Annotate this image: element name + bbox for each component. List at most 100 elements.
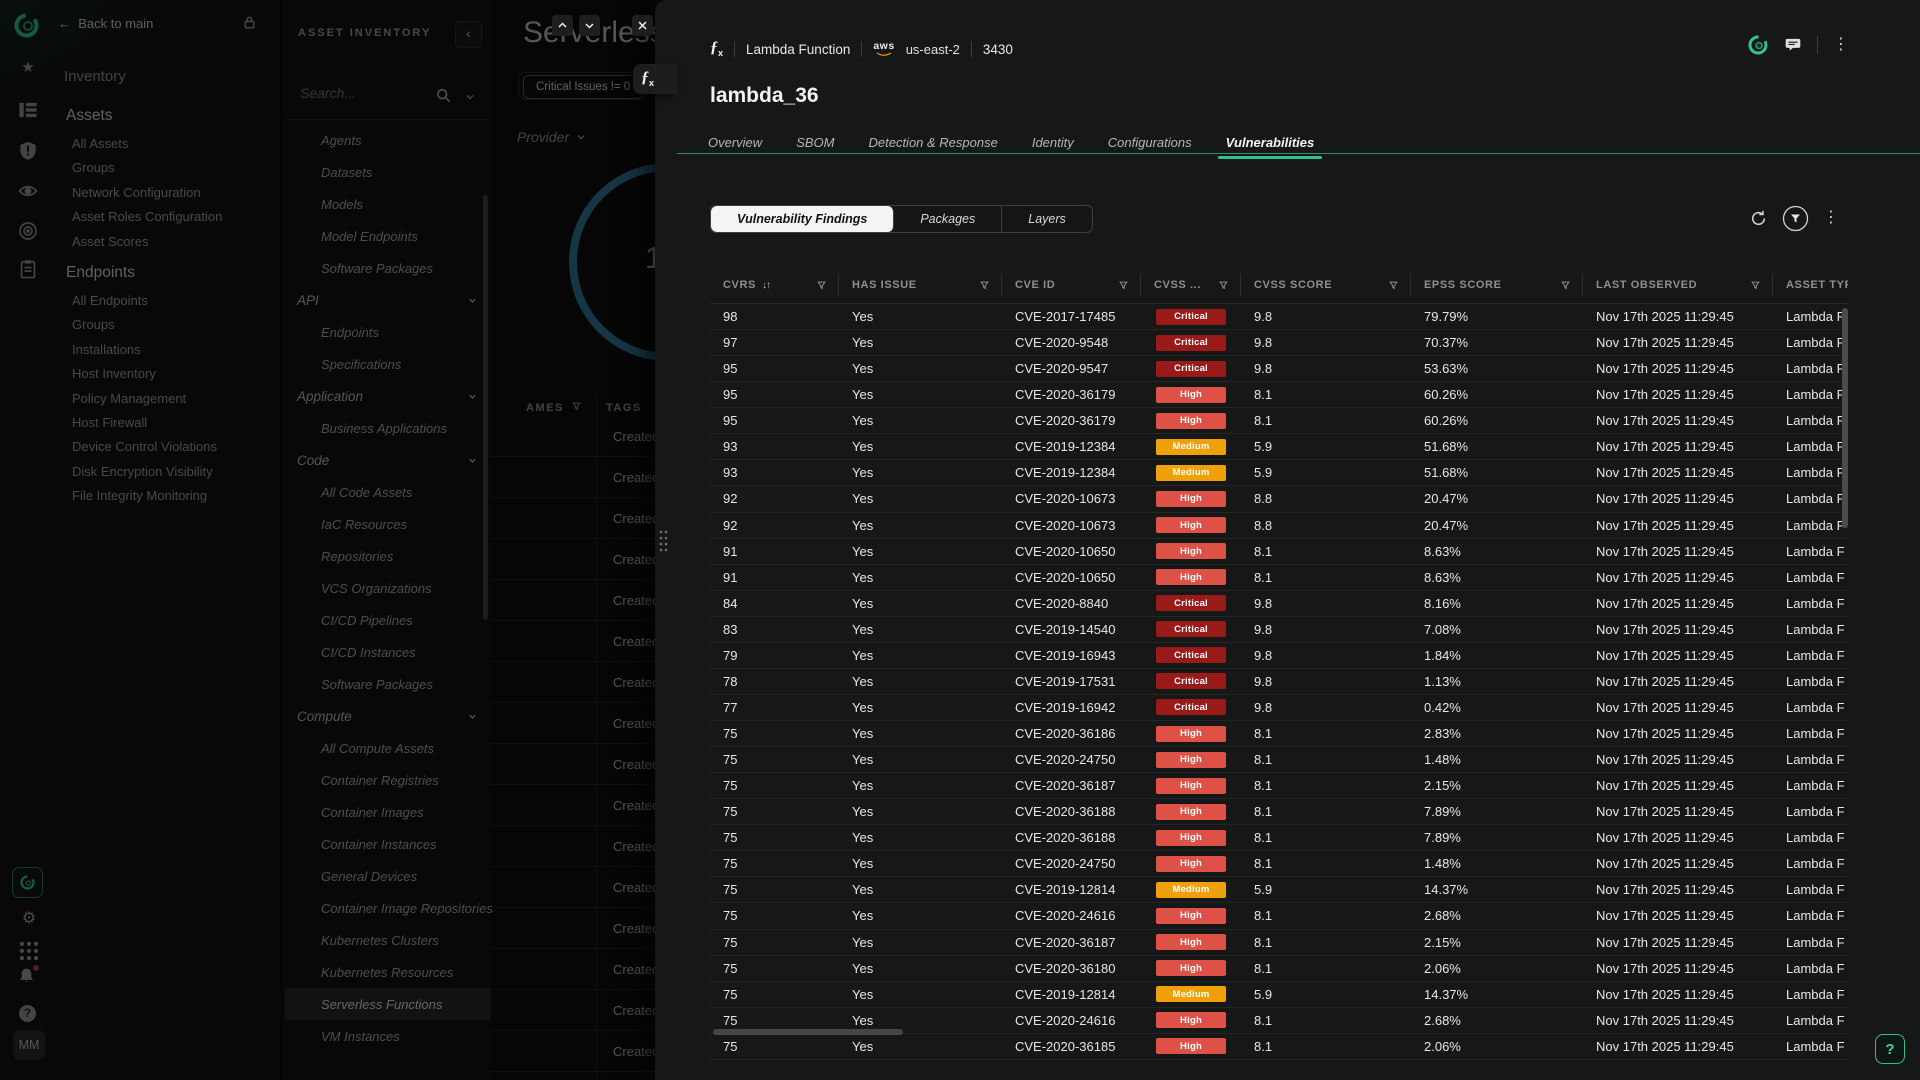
help-button[interactable]: ?	[1875, 1034, 1905, 1064]
table-row[interactable]: 75 Yes CVE-2020-36180 High 8.1 2.06% Nov 17th …	[710, 956, 1848, 982]
table-row[interactable]: 75 Yes CVE-2020-36187 High 8.1 2.15% Nov 17th …	[710, 930, 1848, 956]
tab-detection-response[interactable]: Detection & Response	[868, 134, 998, 150]
tab-identity[interactable]: Identity	[1031, 134, 1074, 150]
column-header-last-observed[interactable]: LAST OBSERVED	[1583, 274, 1773, 296]
filter-icon[interactable]	[980, 281, 989, 290]
table-row[interactable]: 75 Yes CVE-2020-36187 High 8.1 2.15% Nov 17th …	[710, 773, 1848, 800]
orca-scan-status-icon[interactable]	[1747, 34, 1769, 56]
table-row[interactable]: 75 Yes CVE-2019-12814 Medium 5.9 14.37% Nov 17…	[710, 982, 1848, 1008]
comment-icon[interactable]	[1784, 37, 1802, 53]
cell-severity: High	[1141, 386, 1241, 403]
cell-cvrs: 83	[723, 621, 738, 637]
table-row[interactable]: 97 Yes CVE-2020-9548 Critical 9.8 70.37% Nov 1…	[710, 330, 1848, 357]
table-row[interactable]: 91 Yes CVE-2020-10650 High 8.1 8.63% Nov 17th …	[710, 565, 1848, 591]
cell-last-observed: Nov 17th 2025 11:29:45	[1596, 882, 1734, 898]
cell-asset-type: Lambda F	[1786, 595, 1845, 611]
table-row[interactable]: 92 Yes CVE-2020-10673 High 8.8 20.47% Nov 17th…	[710, 486, 1848, 513]
cell-epss-score: 20.47%	[1424, 491, 1469, 507]
cell-cvrs: 92	[723, 491, 738, 507]
severity-badge: High	[1156, 803, 1226, 820]
more-options-kebab-icon[interactable]: ⋮	[1833, 36, 1849, 53]
cell-has-issue: Yes	[852, 439, 874, 455]
filter-circle-icon[interactable]	[1782, 205, 1809, 232]
modal-actions: ⋮	[1747, 32, 1849, 58]
cell-cvrs: 75	[723, 934, 738, 950]
cell-has-issue: Yes	[852, 543, 874, 559]
table-row[interactable]: 75 Yes CVE-2020-24750 High 8.1 1.48% Nov 17th …	[710, 851, 1848, 878]
previous-record-button[interactable]	[552, 15, 573, 36]
table-row[interactable]: 79 Yes CVE-2019-16943 Critical 9.8 1.84% Nov 1…	[710, 643, 1848, 669]
table-row[interactable]: 95 Yes CVE-2020-36179 High 8.1 60.26% Nov 17th…	[710, 408, 1848, 435]
column-header-cvss-score[interactable]: CVSS SCORE	[1241, 274, 1411, 296]
table-row[interactable]: 92 Yes CVE-2020-10673 High 8.8 20.47% Nov 17th…	[710, 513, 1848, 539]
cell-has-issue: Yes	[852, 387, 874, 403]
cell-asset-type: Lambda F	[1786, 361, 1845, 377]
table-row[interactable]: 75 Yes CVE-2020-24750 High 8.1 1.48% Nov 17th …	[710, 747, 1848, 774]
tab-vulnerabilities[interactable]: Vulnerabilities	[1217, 134, 1322, 159]
severity-badge: High	[1156, 751, 1226, 768]
cell-cvrs: 75	[723, 908, 738, 924]
cell-cvrs: 75	[723, 1012, 738, 1028]
table-row[interactable]: 93 Yes CVE-2019-12384 Medium 5.9 51.68% Nov 17…	[710, 434, 1848, 461]
table-row[interactable]: 95 Yes CVE-2020-9547 Critical 9.8 53.63% Nov 1…	[710, 356, 1848, 383]
column-header-asset-typ[interactable]: ASSET TYP	[1773, 274, 1848, 296]
filter-icon[interactable]	[1561, 281, 1570, 290]
table-row[interactable]: 77 Yes CVE-2019-16942 Critical 9.8 0.42% Nov 1…	[710, 695, 1848, 721]
table-row[interactable]: 75 Yes CVE-2020-24616 High 8.1 2.68% Nov 17th …	[710, 903, 1848, 930]
column-header-label: LAST OBSERVED	[1596, 279, 1698, 291]
subtab-packages[interactable]: Packages	[894, 206, 1003, 232]
table-row[interactable]: 75 Yes CVE-2020-36186 High 8.1 2.83% Nov 17th …	[710, 721, 1848, 748]
tab-sbom[interactable]: SBOM	[796, 134, 835, 150]
subtab-layers[interactable]: Layers	[1028, 212, 1066, 226]
table-row[interactable]: 83 Yes CVE-2019-14540 Critical 9.8 7.08% Nov 1…	[710, 617, 1848, 643]
filter-icon[interactable]	[817, 281, 826, 290]
horizontal-scrollbar[interactable]	[713, 1029, 903, 1035]
table-row[interactable]: 75 Yes CVE-2020-36185 High 8.1 2.06% Nov 17th …	[710, 1034, 1848, 1060]
tab-overview[interactable]: Overview	[708, 134, 763, 150]
cell-epss-score: 51.68%	[1424, 439, 1469, 455]
cell-asset-type: Lambda F	[1786, 335, 1845, 351]
next-record-button[interactable]	[579, 15, 600, 36]
cell-severity: High	[1141, 855, 1241, 872]
table-row[interactable]: 93 Yes CVE-2019-12384 Medium 5.9 51.68% Nov 17…	[710, 460, 1848, 487]
cell-has-issue: Yes	[852, 309, 874, 325]
column-header-cvrs[interactable]: CVRS ↓↑	[710, 274, 839, 296]
filter-icon[interactable]	[1751, 281, 1760, 290]
cell-cvss-score: 8.1	[1254, 543, 1273, 559]
table-row[interactable]: 75 Yes CVE-2020-24616 High 8.1 2.68% Nov 17th …	[710, 1008, 1848, 1034]
column-header-has-issue[interactable]: HAS ISSUE	[839, 274, 1002, 296]
cell-severity: High	[1141, 569, 1241, 586]
tab-configurations[interactable]: Configurations	[1107, 134, 1192, 150]
sort-icon[interactable]: ↓↑	[761, 279, 771, 291]
severity-badge: Medium	[1156, 881, 1226, 898]
table-row[interactable]: 95 Yes CVE-2020-36179 High 8.1 60.26% Nov 17th…	[710, 382, 1848, 409]
column-header-cvss[interactable]: CVSS ...	[1141, 274, 1241, 296]
filter-icon[interactable]	[1219, 281, 1228, 290]
table-row[interactable]: 84 Yes CVE-2020-8840 Critical 9.8 8.16% Nov 17…	[710, 591, 1848, 617]
table-options-kebab-icon[interactable]: ⋮	[1823, 209, 1839, 226]
table-row[interactable]: 75 Yes CVE-2020-36188 High 8.1 7.89% Nov 17th …	[710, 799, 1848, 826]
table-row[interactable]: 75 Yes CVE-2020-36188 High 8.1 7.89% Nov 17th …	[710, 825, 1848, 852]
subtab-vulnerability-findings[interactable]: Vulnerability Findings	[711, 206, 895, 232]
lambda-function-icon: ƒx	[641, 68, 655, 89]
cell-cve-id: CVE-2020-36180	[1015, 960, 1116, 976]
filter-icon[interactable]	[1119, 281, 1128, 290]
table-row[interactable]: 78 Yes CVE-2019-17531 Critical 9.8 1.13% Nov 1…	[710, 669, 1848, 695]
close-modal-button[interactable]	[632, 15, 653, 36]
table-row[interactable]: 91 Yes CVE-2020-10650 High 8.1 8.63% Nov 17th …	[710, 539, 1848, 565]
table-row[interactable]: 98 Yes CVE-2017-17485 Critical 9.8 79.79% Nov …	[710, 304, 1848, 331]
resize-drag-handle[interactable]	[657, 528, 669, 554]
table-row[interactable]: 75 Yes CVE-2019-12814 Medium 5.9 14.37% Nov 17…	[710, 877, 1848, 904]
column-header-cve-id[interactable]: CVE ID	[1002, 274, 1141, 296]
asset-meta-row: ƒx Lambda Function aws us-east-2 3430	[710, 36, 1013, 62]
lambda-tab-handle[interactable]: ƒx	[633, 64, 677, 94]
vertical-scrollbar[interactable]	[1842, 308, 1848, 528]
filter-icon[interactable]	[1389, 281, 1398, 290]
cell-epss-score: 2.06%	[1424, 960, 1461, 976]
column-header-epss-score[interactable]: EPSS SCORE	[1411, 274, 1583, 296]
rescan-icon[interactable]	[1749, 209, 1768, 228]
cell-cvrs: 98	[723, 309, 738, 325]
cell-last-observed: Nov 17th 2025 11:29:45	[1596, 387, 1734, 403]
cell-asset-type: Lambda F	[1786, 491, 1845, 507]
lambda-function-icon: ƒx	[710, 38, 724, 59]
